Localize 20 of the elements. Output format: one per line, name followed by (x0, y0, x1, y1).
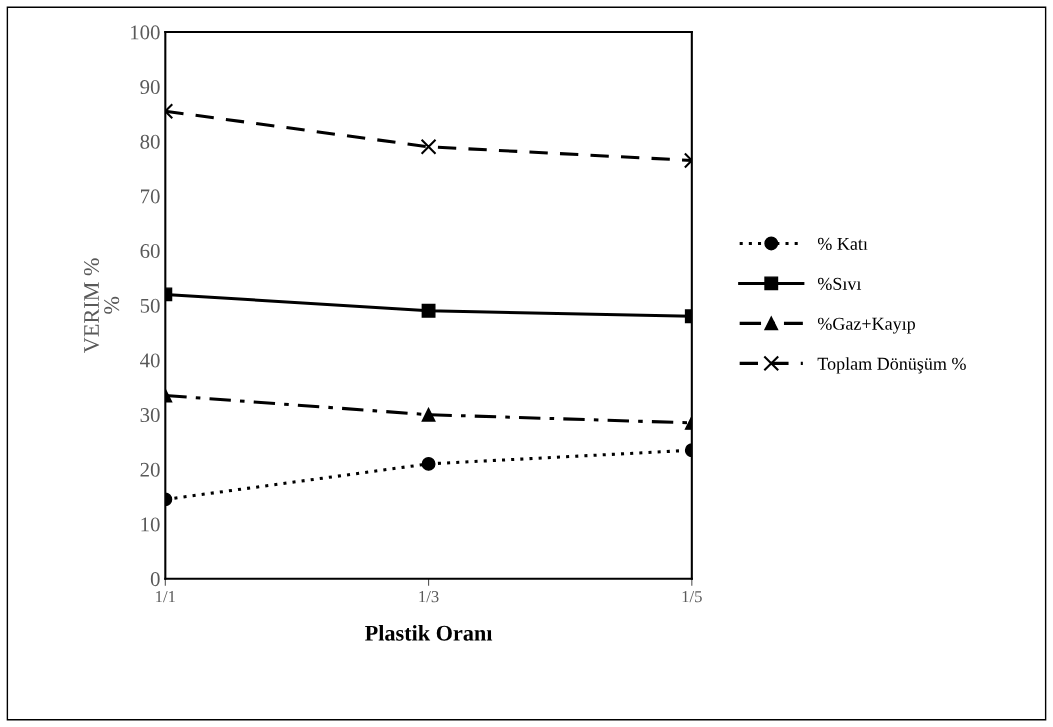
x-tick-label: 1/5 (682, 591, 702, 603)
y-tick-label: 100 (131, 25, 160, 40)
y-tick-label: 20 (140, 462, 160, 477)
y-tick-label: 50 (140, 298, 160, 313)
legend-label: %Sıvı (817, 277, 862, 290)
y-axis-title: VERIM % % (83, 258, 120, 353)
y-tick-label: 90 (140, 80, 160, 95)
y-tick-label: 0 (150, 572, 160, 587)
x-tick-label: 1/1 (156, 591, 175, 603)
y-tick-label: 60 (140, 244, 160, 259)
legend-label: Toplam Dönüşüm % (817, 357, 966, 374)
legend-label: %Gaz+Kayıp (817, 317, 916, 334)
y-tick-label: 10 (141, 517, 160, 532)
legend-label: % Katı (817, 237, 868, 251)
y-tick-label: 30 (140, 408, 160, 423)
y-tick-label: 80 (140, 134, 160, 149)
y-tick-label: 40 (140, 353, 160, 368)
x-tick-label: 1/3 (419, 591, 439, 603)
y-tick-label: 70 (141, 189, 160, 204)
x-axis-title: Plastik Oranı (365, 625, 493, 641)
